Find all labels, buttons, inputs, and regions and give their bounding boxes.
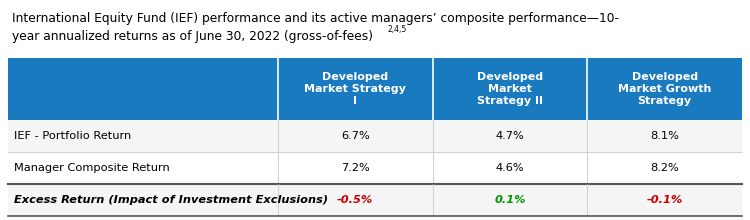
Text: Developed
Market
Strategy II: Developed Market Strategy II (477, 72, 543, 106)
Text: 8.2%: 8.2% (650, 163, 679, 173)
Text: 2,4,5: 2,4,5 (387, 25, 406, 34)
Text: -0.5%: -0.5% (338, 195, 374, 205)
Text: year annualized returns as of June 30, 2022 (gross-of-fees): year annualized returns as of June 30, 2… (12, 30, 373, 43)
Text: Excess Return (Impact of Investment Exclusions): Excess Return (Impact of Investment Excl… (14, 195, 328, 205)
Bar (8, 120, 742, 152)
Text: Developed
Market Strategy
I: Developed Market Strategy I (304, 72, 406, 106)
Bar (8, 184, 742, 216)
Text: Developed
Market Growth
Strategy: Developed Market Growth Strategy (618, 72, 711, 106)
Text: 7.2%: 7.2% (341, 163, 370, 173)
Text: 8.1%: 8.1% (650, 131, 679, 141)
Text: IEF - Portfolio Return: IEF - Portfolio Return (14, 131, 131, 141)
Text: 4.6%: 4.6% (496, 163, 524, 173)
Text: Manager Composite Return: Manager Composite Return (14, 163, 170, 173)
Bar (8, 152, 742, 184)
Bar (8, 58, 742, 120)
Text: -0.1%: -0.1% (646, 195, 682, 205)
Text: 6.7%: 6.7% (341, 131, 370, 141)
Text: International Equity Fund (IEF) performance and its active managers’ composite p: International Equity Fund (IEF) performa… (12, 12, 619, 25)
Text: 0.1%: 0.1% (494, 195, 526, 205)
Text: 4.7%: 4.7% (496, 131, 524, 141)
